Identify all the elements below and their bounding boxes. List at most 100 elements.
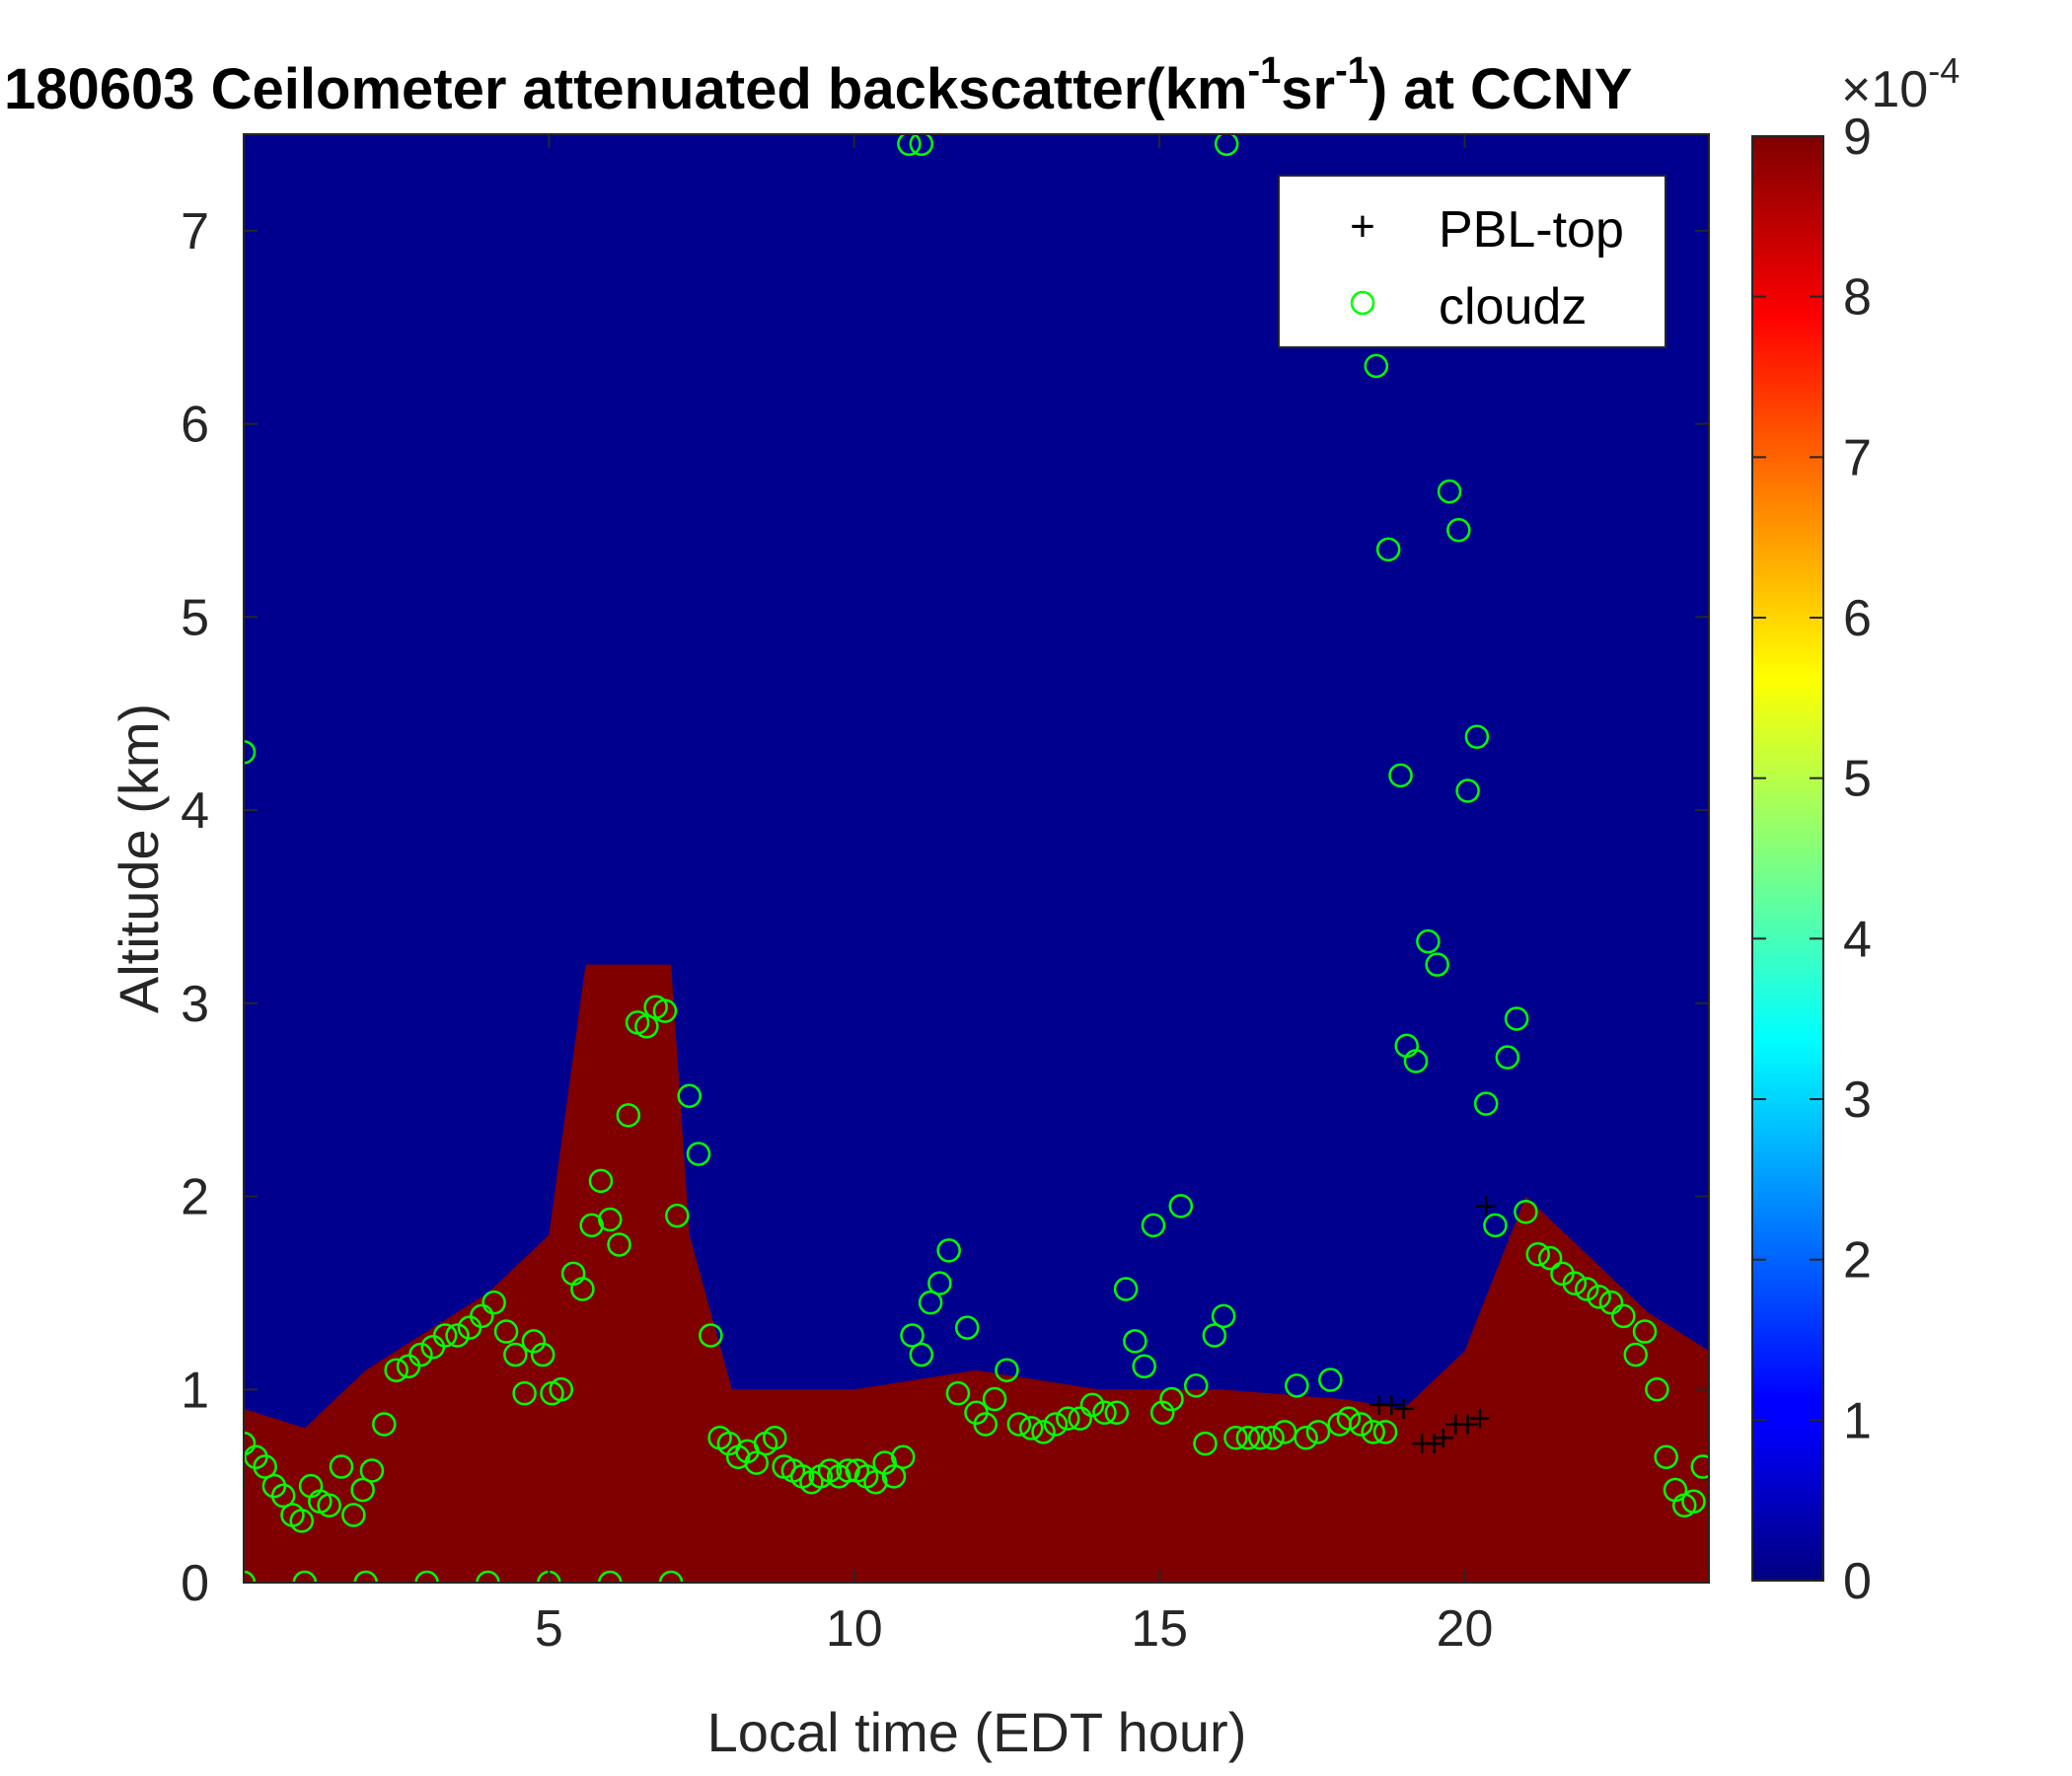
cloudz-point: [1575, 1277, 1599, 1301]
cloudz-point: [1132, 1354, 1156, 1379]
cloudz-point: [1611, 1303, 1636, 1329]
cloudz-point: [897, 134, 922, 157]
colorbar-tick-label: 8: [1843, 269, 1872, 327]
cloudz-point: [1168, 1194, 1194, 1219]
cloudz-point: [503, 1342, 528, 1368]
cloudz-point: [1141, 1213, 1166, 1238]
cloudz-point: [432, 1323, 458, 1348]
colorbar-tick-label: 3: [1843, 1072, 1872, 1129]
colorbar-tick-label: 1: [1843, 1392, 1872, 1449]
cloudz-point: [1425, 952, 1449, 977]
cloudz-point: [686, 1142, 711, 1166]
cloudz-point: [1416, 928, 1441, 954]
cloudz-point: [1149, 1400, 1175, 1426]
svg-text:cloudz: cloudz: [1439, 278, 1587, 335]
colorbar-tick-label: 9: [1843, 109, 1872, 166]
cloudz-point: [1562, 1271, 1588, 1295]
y-axis-label: Altitude (km): [108, 703, 170, 1013]
x-tick-label: 20: [1437, 1600, 1494, 1658]
cloudz-point: [521, 1329, 547, 1354]
cloudz-point: [1285, 1373, 1309, 1398]
cloudz-point: [1375, 537, 1401, 562]
cloudz-point: [470, 1303, 494, 1329]
cloudz-point: [353, 1570, 378, 1583]
svg-text:PBL-top: PBL-top: [1439, 201, 1624, 259]
cloudz-point: [329, 1454, 354, 1479]
cloudz-point: [1159, 1386, 1184, 1412]
cloudz-point: [1372, 1420, 1398, 1444]
cloudz-point: [1018, 1416, 1044, 1441]
cloudz-point: [1043, 1412, 1069, 1437]
cloudz-point: [1403, 1049, 1429, 1073]
cloudz-point: [1537, 1245, 1563, 1271]
cloudz-point: [607, 1232, 631, 1257]
cloudz-point: [244, 740, 257, 765]
cloudz-point: [512, 1380, 537, 1406]
cloudz-point: [1437, 479, 1462, 504]
x-tick-label: 5: [535, 1600, 563, 1658]
cloudz-point: [1214, 134, 1239, 157]
cloudz-point: [1006, 1412, 1032, 1437]
cloudz-point: [872, 1450, 897, 1475]
cloudz-point: [579, 1213, 604, 1238]
plot-frame: [243, 133, 1710, 1584]
cloudz-point: [253, 1454, 277, 1479]
cloudz-point: [1525, 1242, 1550, 1267]
cloudz-point: [982, 1386, 1007, 1412]
colorbar-multiplier: ×10-4: [1841, 50, 1960, 118]
x-tick-label: 15: [1131, 1600, 1188, 1658]
cloudz-point: [1260, 1425, 1285, 1450]
cloudz-point: [549, 1377, 573, 1402]
y-tick-label: 5: [181, 589, 209, 646]
cloudz-point: [1056, 1406, 1080, 1431]
pbl-top-point: [1457, 1414, 1478, 1435]
cloudz-point: [1079, 1392, 1105, 1418]
colorbar: [1751, 135, 1824, 1582]
colorbar-axis: 0 1 2 3 4 5 6 7 8 9: [1752, 109, 1872, 1610]
cloudz-point: [1318, 1368, 1343, 1392]
cloudz-point: [995, 1358, 1019, 1382]
cloudz-point: [1464, 724, 1490, 749]
cloudz-point: [927, 1271, 952, 1295]
y-tick-label: 2: [181, 1169, 209, 1226]
cloudz-point: [1473, 1091, 1499, 1116]
cloudz-point: [616, 1103, 641, 1128]
cloudz-point: [350, 1477, 375, 1503]
cloudz-point: [763, 1425, 787, 1450]
cloudz-point: [1632, 1319, 1658, 1344]
cloudz-point: [936, 1238, 961, 1263]
pbl-top-point: [1393, 1398, 1414, 1419]
y-tick-label: 6: [181, 397, 209, 454]
cloudz-point: [1235, 1425, 1261, 1450]
cloudz-point: [1361, 1420, 1385, 1444]
cloudz-point: [1247, 1425, 1273, 1450]
cloudz-point: [476, 1570, 500, 1583]
cloudz-point: [1336, 1406, 1362, 1431]
cloudz-point: [1598, 1290, 1624, 1315]
colorbar-tick-label: 7: [1843, 429, 1872, 486]
cloudz-point: [1495, 1045, 1520, 1070]
cloudz-point: [481, 1290, 506, 1315]
cloudz-point: [1587, 1285, 1611, 1309]
chart-title: 180603 Ceilometer attenuated backscatter…: [4, 50, 1632, 121]
cloudz-point: [1623, 1342, 1648, 1368]
cloudz-point: [1123, 1329, 1147, 1354]
y-tick-label: 4: [181, 782, 209, 840]
cloudz-point: [945, 1380, 971, 1406]
colorbar-tick-label: 6: [1843, 590, 1872, 647]
cloudz-point: [1645, 1377, 1669, 1402]
cloudz-point: [414, 1570, 439, 1583]
cloudz-point: [954, 1315, 980, 1340]
cloudz-point: [408, 1342, 433, 1368]
y-axis: 0 1 2 3 4 5 6 7: [181, 203, 1709, 1612]
cloudz-point: [1211, 1303, 1236, 1329]
cloudz-point: [1483, 1213, 1508, 1238]
x-axis: 5 10 15 20: [535, 134, 1494, 1658]
circle-marker-icon: [1350, 290, 1375, 316]
cloudz-point: [699, 1323, 723, 1348]
cloudz-point: [652, 999, 678, 1023]
cloudz-point: [836, 1458, 860, 1483]
cloudz-point: [1504, 1006, 1529, 1031]
legend-entry-cloudz: cloudz: [1350, 278, 1587, 335]
